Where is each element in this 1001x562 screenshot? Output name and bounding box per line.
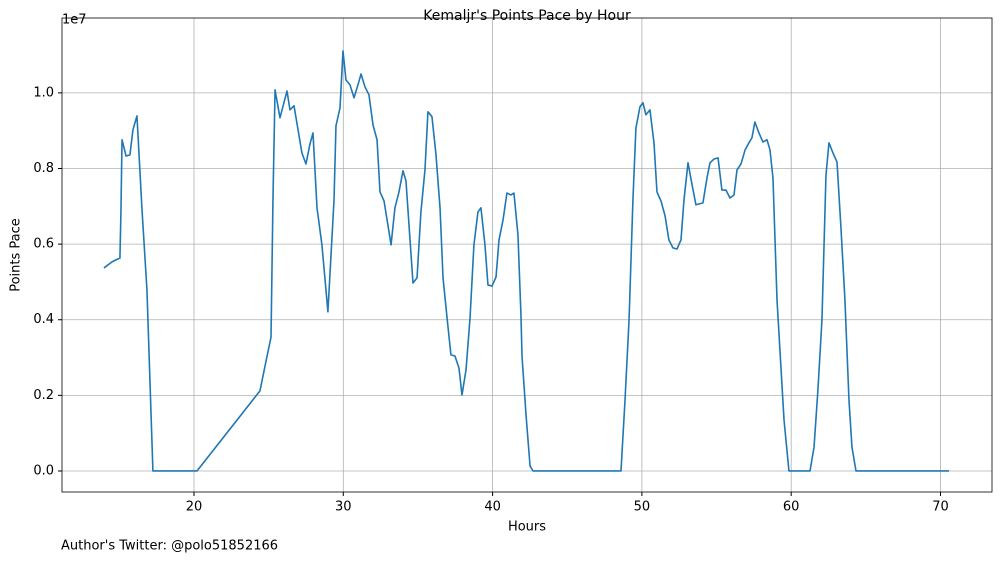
y-tick-label: 0.0 [33, 463, 54, 478]
x-axis-label: Hours [508, 520, 546, 535]
x-tick-label: 30 [335, 500, 352, 515]
x-tick-label: 20 [186, 500, 203, 515]
x-tick-label: 50 [634, 500, 651, 515]
x-tick-label: 70 [932, 500, 949, 515]
x-tick-label: 40 [484, 500, 501, 515]
footer: Author's Twitter: @polo51852166 [61, 539, 278, 554]
chart-title: Kemaljr's Points Pace by Hour [423, 8, 631, 24]
y-tick-label: 1.0 [33, 85, 54, 100]
y-axis-label: Points Pace [9, 218, 24, 292]
axes-frame [61, 17, 993, 493]
x-tick-label: 60 [783, 500, 800, 515]
y-tick-label: 0.8 [33, 161, 54, 176]
y-offset-label: 1e7 [62, 13, 87, 28]
data-line [103, 50, 949, 472]
y-tick-label: 0.6 [33, 237, 54, 252]
y-tick-label: 0.2 [33, 388, 54, 403]
y-tick-label: 0.4 [33, 312, 54, 327]
